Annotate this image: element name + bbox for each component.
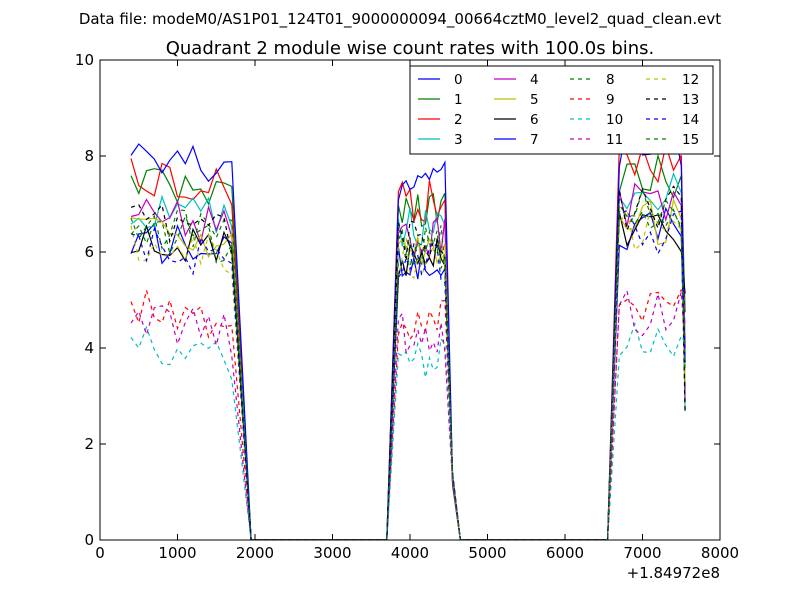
legend-label: 1: [454, 92, 463, 108]
legend-label: 2: [454, 112, 463, 128]
legend-label: 10: [606, 112, 623, 128]
legend-label: 14: [682, 112, 699, 128]
x-tick-label: 7000: [623, 544, 661, 562]
legend-label: 8: [606, 72, 615, 88]
y-tick-label: 8: [84, 147, 94, 165]
legend-label: 5: [530, 92, 539, 108]
x-tick-label: 8000: [701, 544, 739, 562]
series-line-13: [130, 185, 686, 540]
x-tick-label: 4000: [391, 544, 429, 562]
legend-label: 7: [530, 132, 539, 148]
series-line-9: [130, 287, 686, 540]
y-tick-label: 2: [84, 435, 94, 453]
legend-label: 9: [606, 92, 615, 108]
series-line-6: [130, 212, 686, 540]
series-line-5: [130, 197, 686, 540]
x-tick-label: 3000: [313, 544, 351, 562]
y-tick-label: 4: [84, 339, 94, 357]
series-line-8: [130, 187, 686, 540]
legend-label: 15: [682, 132, 699, 148]
plot-area: 0 1000 2000 3000 4000 5000 6000 7000 80000246810…: [75, 51, 739, 562]
legend-label: 0: [454, 72, 463, 88]
x-tick-label: 0: [95, 544, 105, 562]
legend-label: 12: [682, 72, 699, 88]
series-line-2: [130, 142, 686, 540]
y-tick-label: 10: [75, 51, 94, 69]
x-tick-label: 2000: [236, 544, 274, 562]
series-line-3: [130, 171, 686, 540]
x-tick-label: 5000: [468, 544, 506, 562]
x-offset-label: +1.84972e8: [627, 564, 720, 582]
series-line-15: [130, 199, 686, 540]
suptitle: Data file: modeM0/AS1P01_124T01_90000000…: [79, 10, 721, 29]
series-line-11: [130, 289, 686, 540]
legend-label: 4: [530, 72, 539, 88]
series-line-10: [130, 321, 686, 540]
legend-label: 6: [530, 112, 539, 128]
y-tick-label: 0: [84, 531, 94, 549]
x-tick-label: 6000: [546, 544, 584, 562]
legend-label: 11: [606, 132, 623, 148]
series-lines: [130, 121, 686, 540]
legend-label: 13: [682, 92, 699, 108]
x-tick-label: 1000: [158, 544, 196, 562]
y-tick-label: 6: [84, 243, 94, 261]
chart-title: Quadrant 2 module wise count rates with …: [166, 38, 655, 59]
legend-label: 3: [454, 132, 463, 148]
